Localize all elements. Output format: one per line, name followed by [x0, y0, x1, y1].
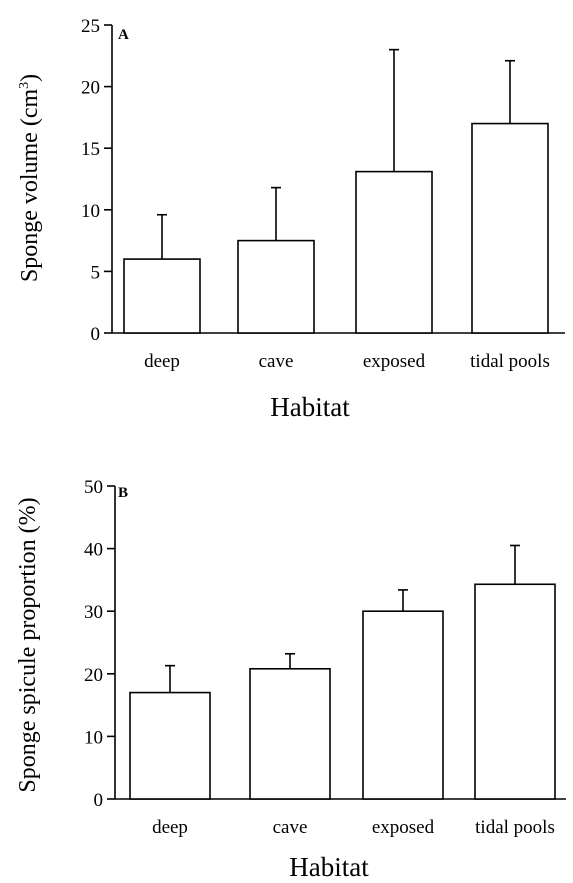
- y-tick-label-a: 0: [91, 324, 101, 345]
- chart-panel-a: A Sponge volume (cm3) Habitat 0 5 10 15 20 25…: [17, 16, 565, 422]
- x-axis-title-a: Habitat: [270, 392, 350, 422]
- x-tick-label-b: tidal pools: [475, 817, 555, 838]
- panel-label-a: A: [118, 27, 129, 43]
- x-tick-label-a: cave: [259, 351, 294, 372]
- chart-panel-b: B Sponge spicule proportion (%) Habitat …: [15, 477, 566, 882]
- y-tick-label-b: 20: [84, 665, 103, 686]
- x-tick-label-b: exposed: [372, 817, 435, 838]
- y-tick-label-b: 50: [84, 477, 103, 498]
- bar-b: [362, 610, 444, 800]
- bar-b: [249, 667, 331, 800]
- x-tick-label-a: exposed: [363, 351, 426, 372]
- bar-b: [129, 691, 211, 800]
- y-tick-label-a: 20: [81, 78, 100, 99]
- y-tick-label-a: 15: [81, 139, 100, 160]
- y-tick-label-a: 10: [81, 201, 100, 222]
- x-tick-label-b: cave: [273, 817, 308, 838]
- y-axis-title-a: Sponge volume (cm3): [17, 74, 43, 282]
- x-tick-label-a: deep: [144, 351, 180, 372]
- bar-a: [471, 122, 549, 334]
- x-tick-label-a: tidal pools: [470, 351, 550, 372]
- y-tick-label-a: 5: [91, 262, 101, 283]
- y-tick-label-b: 40: [84, 540, 103, 561]
- x-axis-title-b: Habitat: [289, 852, 369, 882]
- y-axis-title-b: Sponge spicule proportion (%): [15, 497, 41, 792]
- y-tick-label-b: 10: [84, 727, 103, 748]
- y-tick-label-b: 0: [94, 790, 104, 811]
- y-tick-label-b: 30: [84, 602, 103, 623]
- bar-a: [355, 170, 433, 334]
- bar-b: [474, 583, 556, 800]
- bar-a: [237, 239, 315, 334]
- x-tick-label-b: deep: [152, 817, 188, 838]
- y-tick-label-a: 25: [81, 16, 100, 37]
- panel-label-b: B: [118, 485, 128, 501]
- bar-a: [123, 258, 201, 334]
